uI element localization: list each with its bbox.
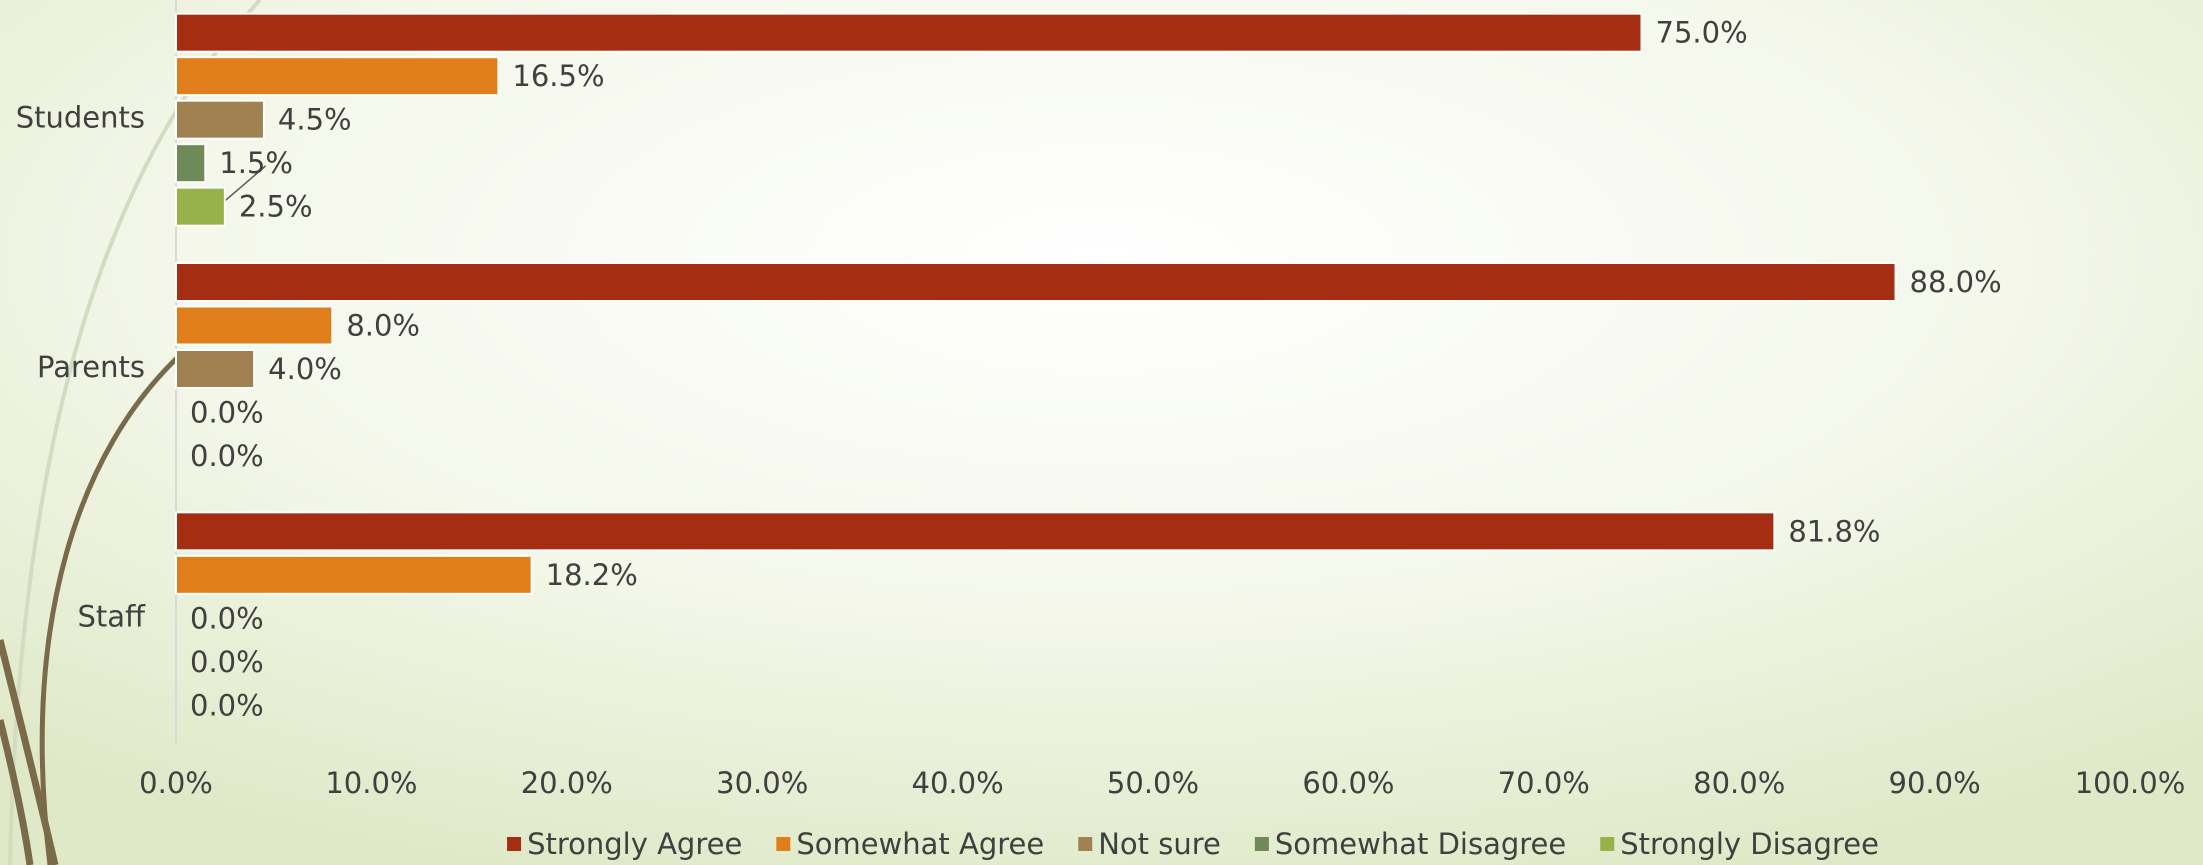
bar	[175, 12, 1643, 53]
data-label: 2.5%	[239, 190, 313, 224]
legend-marker	[776, 837, 791, 851]
y-tick-label: Parents	[37, 350, 145, 384]
data-label: 0.0%	[190, 396, 264, 430]
data-label: 8.0%	[346, 309, 420, 343]
x-tick-label: 10.0%	[325, 766, 417, 800]
x-tick-label: 80.0%	[1693, 766, 1785, 800]
data-label: 0.0%	[190, 645, 264, 679]
data-label: 0.0%	[190, 601, 264, 635]
bar	[175, 99, 265, 140]
data-label: 81.8%	[1788, 514, 1880, 548]
data-label: 1.5%	[219, 146, 293, 180]
x-tick-label: 70.0%	[1498, 766, 1590, 800]
data-label: 0.0%	[190, 439, 264, 473]
data-label: 16.5%	[512, 59, 604, 93]
y-tick-label: Staff	[77, 599, 146, 633]
bar	[175, 511, 1776, 552]
x-tick-label: 0.0%	[139, 766, 213, 800]
legend-marker	[507, 837, 522, 851]
data-label: 88.0%	[1910, 265, 2002, 299]
y-tick-label: Students	[16, 101, 145, 135]
bar	[175, 56, 500, 97]
decoration	[0, 719, 34, 865]
legend-marker	[1078, 837, 1093, 851]
data-label: 4.0%	[268, 352, 342, 386]
legend-label: Strongly Disagree	[1620, 827, 1879, 861]
data-label: 18.2%	[546, 558, 638, 592]
legend-label: Somewhat Agree	[796, 827, 1044, 861]
bar	[175, 305, 334, 346]
x-tick-label: 100.0%	[2075, 766, 2186, 800]
bar	[175, 349, 256, 389]
decoration	[0, 639, 59, 865]
x-tick-label: 90.0%	[1889, 766, 1981, 800]
bar	[175, 554, 533, 595]
legend-label: Somewhat Disagree	[1275, 827, 1566, 861]
data-label: 75.0%	[1656, 16, 1748, 50]
legend-label: Strongly Agree	[527, 827, 742, 861]
decoration	[39, 353, 182, 865]
legend-label: Not sure	[1098, 827, 1221, 861]
bar	[175, 186, 226, 227]
data-label: 4.5%	[278, 103, 352, 137]
legend-marker	[1600, 837, 1615, 851]
x-tick-label: 60.0%	[1302, 766, 1394, 800]
legend-marker	[1254, 837, 1269, 851]
data-label: 0.0%	[190, 688, 264, 722]
bar	[175, 143, 207, 184]
x-tick-label: 40.0%	[912, 766, 1004, 800]
x-tick-label: 20.0%	[521, 766, 613, 800]
x-tick-label: 30.0%	[716, 766, 808, 800]
bar	[175, 262, 1897, 302]
x-tick-label: 50.0%	[1107, 766, 1199, 800]
